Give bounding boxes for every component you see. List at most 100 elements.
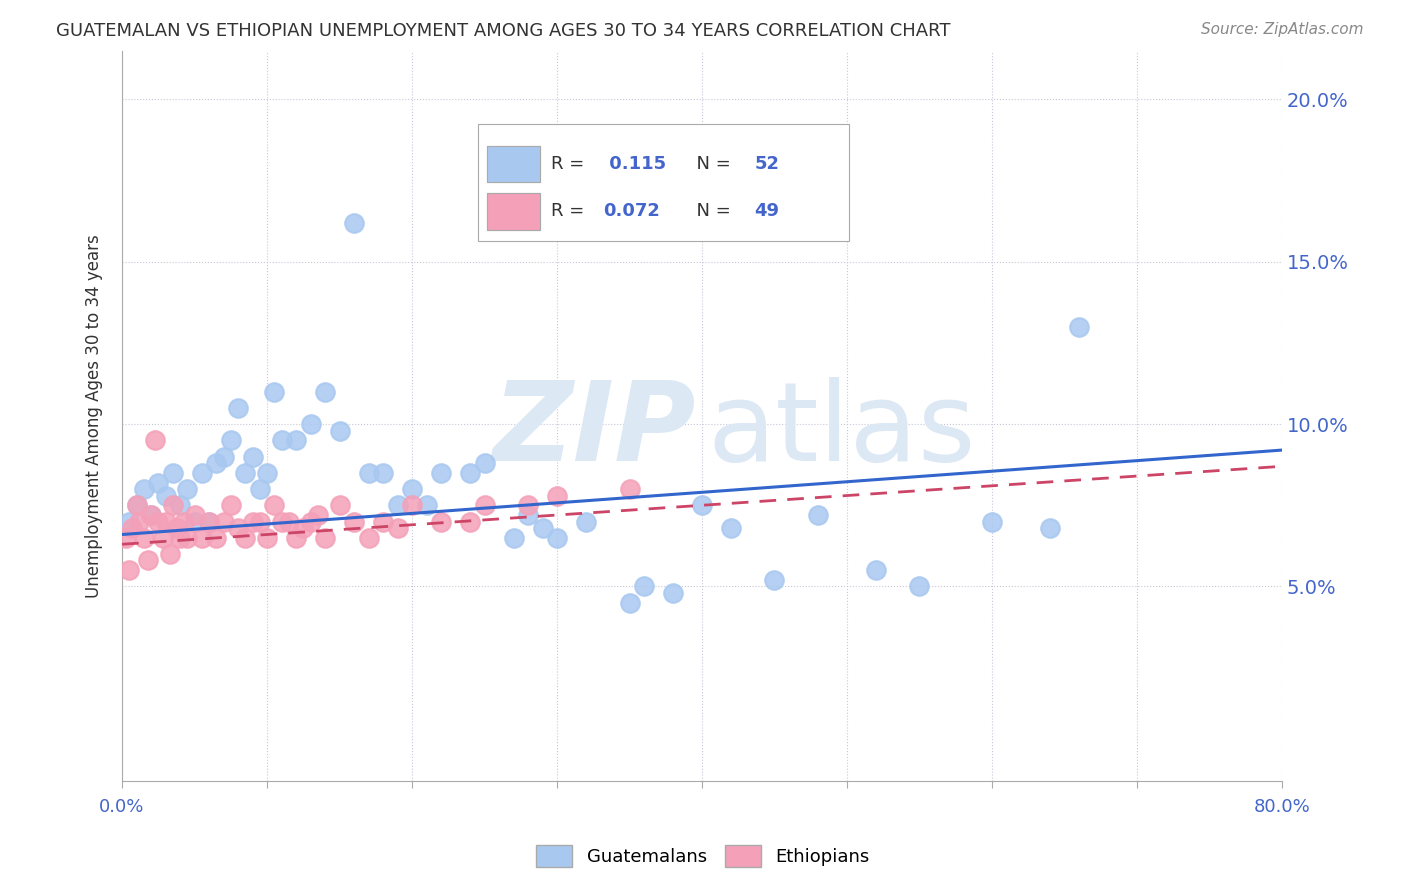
Text: N =: N = [685, 155, 737, 173]
Point [125, 498, 148, 512]
Text: atlas: atlas [707, 377, 976, 484]
Point [517, 508, 540, 522]
Text: 0.115: 0.115 [603, 155, 666, 173]
Point [415, 498, 437, 512]
Point [132, 482, 155, 496]
Point [212, 515, 235, 529]
Point [249, 482, 271, 496]
Text: GUATEMALAN VS ETHIOPIAN UNEMPLOYMENT AMONG AGES 30 TO 34 YEARS CORRELATION CHART: GUATEMALAN VS ETHIOPIAN UNEMPLOYMENT AMO… [56, 22, 950, 40]
Point [115, 531, 138, 545]
Point [219, 434, 242, 448]
Point [166, 521, 188, 535]
Text: 49: 49 [754, 202, 779, 220]
Point [191, 466, 214, 480]
Point [430, 466, 453, 480]
Point [183, 508, 205, 522]
Point [249, 515, 271, 529]
Point [865, 563, 887, 577]
Point [176, 482, 198, 496]
Point [226, 401, 249, 415]
Point [242, 450, 264, 464]
Text: 80.0%: 80.0% [1254, 797, 1310, 815]
Point [145, 434, 167, 448]
Point [125, 498, 148, 512]
Point [387, 498, 409, 512]
Point [198, 515, 221, 529]
Point [763, 573, 786, 587]
Text: N =: N = [685, 202, 737, 220]
Point [219, 498, 242, 512]
Point [1067, 319, 1090, 334]
Point [401, 482, 423, 496]
Y-axis label: Unemployment Among Ages 30 to 34 years: Unemployment Among Ages 30 to 34 years [86, 234, 103, 598]
Point [314, 531, 336, 545]
Text: R =: R = [551, 155, 591, 173]
Legend: Guatemalans, Ethiopians: Guatemalans, Ethiopians [529, 838, 877, 874]
Point [132, 531, 155, 545]
Point [307, 508, 329, 522]
Point [285, 531, 308, 545]
Point [118, 563, 141, 577]
Point [807, 508, 830, 522]
FancyBboxPatch shape [488, 145, 540, 182]
Point [152, 531, 174, 545]
Point [343, 216, 366, 230]
Point [270, 434, 292, 448]
Text: 52: 52 [754, 155, 779, 173]
Point [205, 456, 228, 470]
Point [502, 531, 524, 545]
Point [256, 466, 278, 480]
Point [233, 531, 256, 545]
Point [212, 450, 235, 464]
Point [357, 531, 380, 545]
Point [139, 508, 162, 522]
Point [121, 521, 143, 535]
Point [198, 515, 221, 529]
Point [191, 531, 214, 545]
Point [270, 515, 292, 529]
Point [981, 515, 1004, 529]
Point [357, 466, 380, 480]
Point [474, 456, 496, 470]
Point [328, 424, 350, 438]
Point [292, 521, 315, 535]
Point [159, 547, 181, 561]
FancyBboxPatch shape [488, 145, 540, 182]
Point [148, 475, 170, 490]
Point [517, 498, 540, 512]
Text: ZIP: ZIP [492, 377, 696, 484]
Point [546, 531, 568, 545]
Point [263, 384, 285, 399]
Point [173, 515, 195, 529]
Point [1039, 521, 1062, 535]
FancyBboxPatch shape [488, 194, 540, 229]
Point [474, 498, 496, 512]
Point [277, 515, 299, 529]
Point [136, 553, 159, 567]
Point [256, 531, 278, 545]
Point [299, 417, 322, 431]
Point [169, 498, 191, 512]
Point [343, 515, 366, 529]
Point [662, 586, 685, 600]
Point [176, 531, 198, 545]
Point [619, 482, 641, 496]
Point [458, 515, 481, 529]
Point [458, 466, 481, 480]
Text: Source: ZipAtlas.com: Source: ZipAtlas.com [1201, 22, 1364, 37]
Point [690, 498, 713, 512]
Point [155, 489, 177, 503]
Point [720, 521, 742, 535]
Point [619, 596, 641, 610]
Point [205, 531, 228, 545]
Point [169, 531, 191, 545]
Point [155, 515, 177, 529]
Point [314, 384, 336, 399]
Point [226, 521, 249, 535]
FancyBboxPatch shape [478, 124, 849, 241]
Point [162, 466, 184, 480]
Point [128, 515, 150, 529]
Point [430, 515, 453, 529]
FancyBboxPatch shape [488, 194, 540, 229]
Point [908, 579, 931, 593]
